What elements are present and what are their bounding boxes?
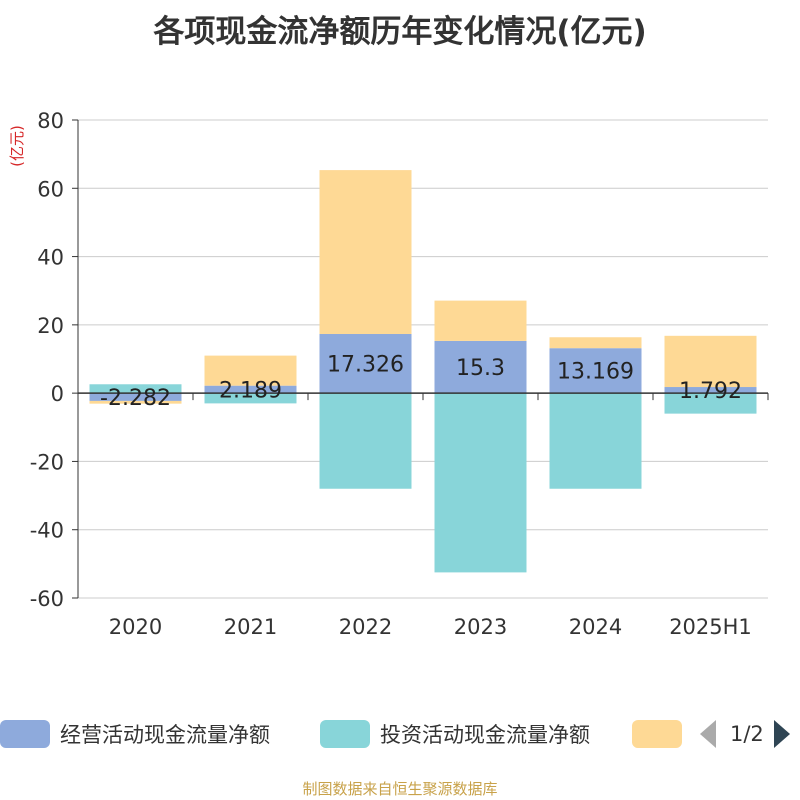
- y-tick-label: 40: [37, 246, 64, 270]
- bar-series1-2023[interactable]: [434, 393, 527, 573]
- bar-series2-2023[interactable]: [434, 300, 527, 341]
- bar-series1-2021[interactable]: [204, 393, 297, 404]
- x-tick-label: 2022: [339, 615, 392, 639]
- legend-swatch-operating: [0, 720, 50, 748]
- pager-next-icon[interactable]: [773, 720, 790, 748]
- data-label: 1.792: [679, 379, 742, 404]
- bar-series1-2020[interactable]: [89, 384, 182, 394]
- legend-swatch-third: [632, 720, 682, 748]
- label-layer: -2.282 2.189 17.326 15.3 13.169 1.792: [100, 353, 742, 411]
- bar-layer: [89, 170, 757, 573]
- bar-series0-2021[interactable]: [204, 385, 297, 394]
- grid-layer: [78, 119, 768, 599]
- data-label: 17.326: [327, 353, 404, 378]
- data-label: 15.3: [456, 356, 505, 381]
- chart-title: 各项现金流净额历年变化情况(亿元): [153, 14, 647, 50]
- x-tick-label: 2024: [569, 615, 622, 639]
- bar-series2-2021[interactable]: [204, 355, 297, 386]
- y-axis-unit: (亿元): [8, 125, 26, 167]
- y-tick-label: -40: [30, 519, 64, 543]
- bar-series1-2024[interactable]: [549, 393, 642, 489]
- source-note: 制图数据来自恒生聚源数据库: [302, 780, 498, 798]
- bar-series1-2025H1[interactable]: [664, 393, 757, 414]
- bar-series2-2020[interactable]: [89, 400, 182, 404]
- y-tick-label: -20: [30, 450, 64, 474]
- axis-layer: -60 -40 -20 0 20 40 60 80 2020 2021 2022 2023 2024 20…: [30, 109, 769, 639]
- legend-item-operating[interactable]: 经营活动现金流量净额: [0, 716, 270, 752]
- x-tick-label: 2021: [224, 615, 277, 639]
- bar-series0-2025H1[interactable]: [664, 387, 757, 394]
- y-tick-label: -60: [30, 587, 64, 611]
- legend-page-indicator: 1/2: [730, 722, 764, 746]
- bar-series0-2023[interactable]: [434, 340, 527, 394]
- x-tick-label: 2023: [454, 615, 507, 639]
- y-tick-label: 20: [37, 314, 64, 338]
- bar-series0-2024[interactable]: [549, 348, 642, 394]
- bar-series0-2022[interactable]: [319, 333, 412, 394]
- legend-item-investing[interactable]: 投资活动现金流量净额: [320, 716, 590, 752]
- bar-series0-2020[interactable]: [89, 393, 182, 401]
- y-tick-label: 80: [37, 109, 64, 133]
- pager-prev-icon[interactable]: [700, 720, 716, 748]
- bar-series2-2024[interactable]: [549, 337, 642, 349]
- data-label: -2.282: [100, 386, 171, 411]
- legend-item-third[interactable]: [632, 716, 692, 752]
- bar-series2-2022[interactable]: [319, 170, 412, 334]
- data-label: 13.169: [557, 360, 634, 385]
- legend-pager: 1/2: [700, 716, 790, 752]
- x-tick-label: 2020: [109, 615, 162, 639]
- legend-swatch-investing: [320, 720, 370, 748]
- y-tick-label: 60: [37, 177, 64, 201]
- legend-label-operating: 经营活动现金流量净额: [60, 723, 270, 747]
- y-tick-label: 0: [51, 382, 64, 406]
- bar-series1-2022[interactable]: [319, 393, 412, 489]
- bar-series2-2025H1[interactable]: [664, 335, 757, 388]
- legend: 经营活动现金流量净额 投资活动现金流量净额 1/2: [0, 716, 800, 752]
- x-tick-label: 2025H1: [669, 615, 752, 639]
- legend-label-investing: 投资活动现金流量净额: [380, 723, 590, 747]
- data-label: 2.189: [219, 378, 282, 403]
